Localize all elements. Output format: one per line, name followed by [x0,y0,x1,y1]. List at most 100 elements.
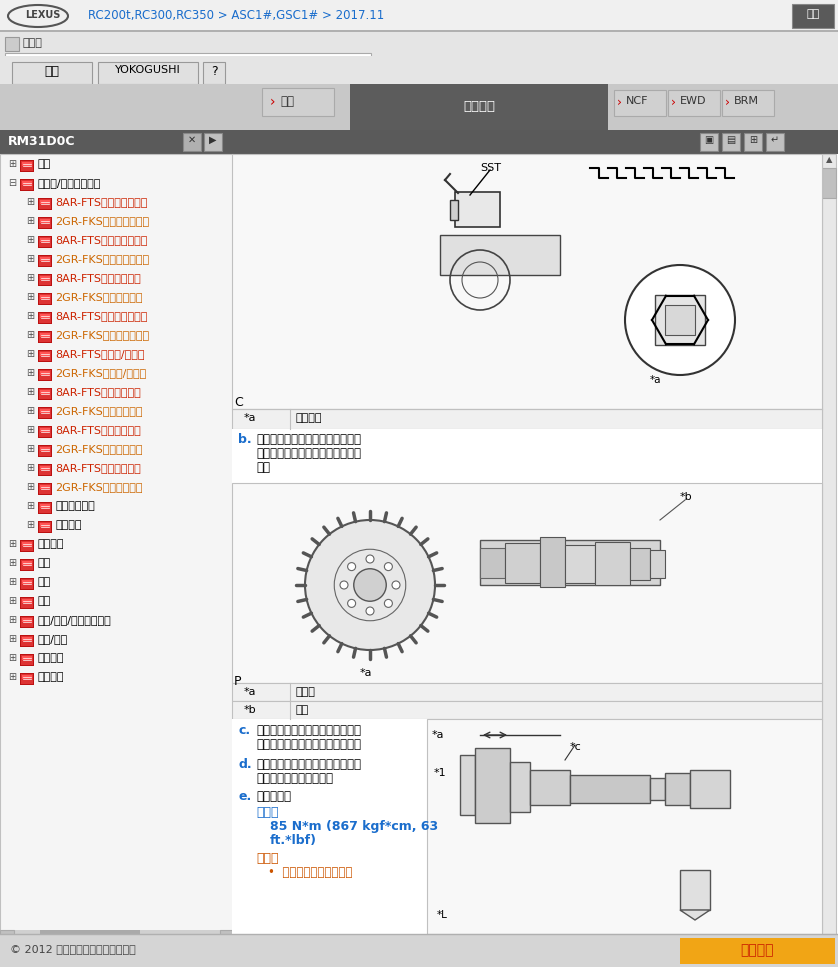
Text: ⊞: ⊞ [26,520,34,530]
Bar [40,485,50,489]
Text: ⊞: ⊞ [26,482,34,492]
Text: 2GR-FKS（冷却系统）: 2GR-FKS（冷却系统） [55,406,142,416]
Bar [39,294,51,304]
Bar [650,550,665,578]
Text: ›: › [270,95,276,109]
Text: RC200t,RC300,RC350 > ASC1#,GSC1# > 2017.11: RC200t,RC300,RC350 > ASC1#,GSC1# > 2017.… [88,9,385,22]
Text: 8AR-FTS（润滑系统）: 8AR-FTS（润滑系统） [55,425,141,435]
Bar [39,332,51,342]
Bar [350,84,608,130]
Bar [565,545,595,583]
Bar [38,521,52,533]
Text: ⊞: ⊞ [26,349,34,359]
Text: 六角部位: 六角部位 [295,413,322,423]
Bar [510,762,530,812]
Text: ⊞: ⊞ [26,368,34,378]
Circle shape [385,563,392,571]
Bar [38,293,52,305]
Bar [39,218,51,228]
Bar [262,88,334,116]
Text: 扭矩：: 扭矩： [256,806,278,819]
Bar [39,522,51,532]
Text: ⊞: ⊞ [26,254,34,264]
Bar [614,90,666,116]
Bar [40,238,50,242]
Bar [5,4,70,28]
Text: 检查并确认排气凸轮轴正时齿轮总: 检查并确认排气凸轮轴正时齿轮总 [256,724,361,737]
Text: *b: *b [244,705,256,715]
Text: P: P [234,675,241,688]
Bar [39,275,51,285]
Bar [440,235,560,275]
Bar [40,930,140,937]
Text: 修理手册: 修理手册 [463,100,495,113]
Text: BRM: BRM [734,96,759,106]
Text: 8AR-FTS（冷却系统）: 8AR-FTS（冷却系统） [55,387,141,397]
Text: ⊞: ⊞ [26,387,34,397]
Bar [20,578,34,590]
Text: EWD: EWD [680,96,706,106]
Text: d.: d. [238,758,251,771]
Text: *a: *a [360,668,373,678]
Circle shape [305,520,435,650]
Bar [20,616,34,628]
Bar [39,427,51,437]
Text: *b: *b [680,492,693,502]
Text: *L: *L [437,910,447,920]
Bar [38,445,52,457]
Circle shape [366,607,374,615]
Bar [39,484,51,494]
Bar [450,200,458,220]
Bar [232,719,822,934]
Text: 2GR-FKS（进气/排气系: 2GR-FKS（进气/排气系 [55,368,147,378]
Text: 锁销: 锁销 [295,705,308,715]
Bar [22,580,32,584]
Bar [39,389,51,399]
Bar [220,930,234,937]
Text: c.: c. [238,724,250,737]
Bar [650,778,665,800]
Bar [20,160,34,172]
Bar [232,683,822,701]
Text: ⊞: ⊞ [8,634,16,644]
Bar [38,255,52,267]
Bar [0,154,233,934]
Bar [22,599,32,603]
Bar [455,192,500,227]
Bar [680,870,710,910]
Bar [0,30,838,32]
Text: 结果: 结果 [280,95,294,108]
Bar [21,161,33,171]
Text: 用螺格暂时将排气凸轮轴正时齿轮: 用螺格暂时将排气凸轮轴正时齿轮 [256,758,361,771]
Text: 概述: 概述 [37,159,50,169]
Text: 悬架: 悬架 [37,558,50,568]
Text: ✕: ✕ [188,135,196,145]
Text: 2GR-FKS（排放控制系统: 2GR-FKS（排放控制系统 [55,330,149,340]
Bar [22,656,32,660]
Text: 装。: 装。 [256,461,270,474]
Text: 汽修帮手: 汽修帮手 [740,943,773,957]
Text: ⊞: ⊞ [26,463,34,473]
Bar [655,295,705,345]
Bar [39,408,51,418]
Bar [0,930,233,937]
Text: ▤: ▤ [727,135,736,145]
Bar [40,523,50,527]
Text: ⊞: ⊞ [26,216,34,226]
Text: ▲: ▲ [825,155,832,164]
Bar [40,447,50,451]
Text: ⊞: ⊞ [749,135,757,145]
Bar [722,90,774,116]
Bar [39,351,51,361]
Bar [0,130,838,154]
Bar [232,429,822,483]
Text: ?: ? [210,65,217,78]
Text: 启停系统: 启停系统 [55,520,81,530]
Text: 注意：: 注意： [256,852,278,865]
Bar [540,537,565,587]
Bar [40,504,50,508]
Bar [20,597,34,609]
Text: 2GR-FKS（润滑系统）: 2GR-FKS（润滑系统） [55,444,142,454]
Bar [21,655,33,665]
Bar [665,305,695,335]
